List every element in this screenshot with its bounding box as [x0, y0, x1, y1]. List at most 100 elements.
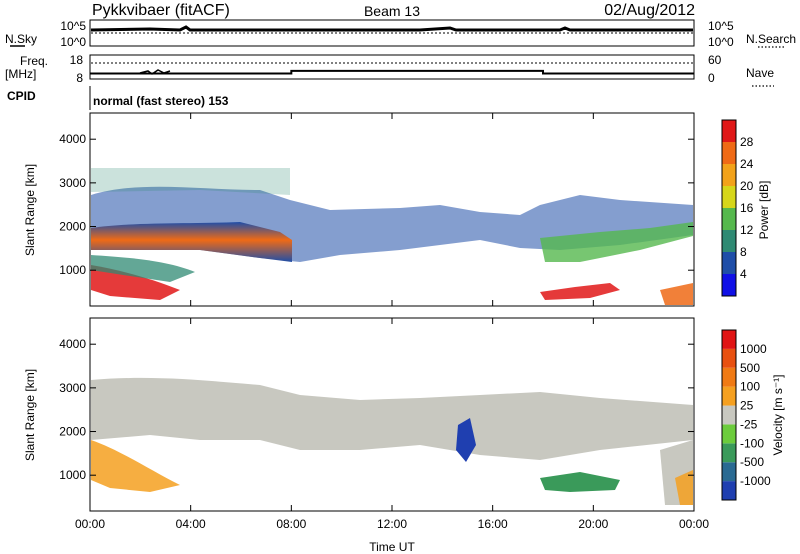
colorbar-tick-label: 20 [740, 179, 754, 193]
noise-right-tick-top: 10^5 [708, 19, 734, 33]
y-tick-label: 3000 [59, 176, 86, 190]
freq-right-tick-bottom: 0 [708, 71, 715, 85]
header-date: 02/Aug/2012 [604, 2, 695, 19]
colorbar-segment [722, 481, 736, 500]
colorbar-segment [722, 348, 736, 368]
velocity-echo-main [91, 377, 693, 460]
power-y-ticks: 1000 2000 3000 4000 [59, 132, 694, 277]
colorbar-segment [722, 462, 736, 482]
noise-sky-trace [90, 25, 693, 32]
power-echo-core [91, 222, 292, 262]
y-tick-label: 4000 [59, 132, 86, 146]
x-tick-label: 16:00 [478, 517, 508, 531]
velocity-echo-low [91, 440, 180, 492]
velocity-panel: 00:00 04:00 08:00 12:00 16:00 20:00 00:00 1000… [23, 317, 785, 531]
x-tick-label: 12:00 [377, 517, 407, 531]
y-tick-label: 1000 [59, 468, 86, 482]
colorbar-tick-label: 24 [740, 157, 754, 171]
colorbar-frame [721, 329, 737, 501]
velocity-echo-green [540, 472, 620, 492]
colorbar-segment [722, 330, 736, 349]
freq-left-label-2: [MHz] [5, 67, 36, 81]
x-tick-label: 00:00 [75, 517, 105, 531]
colorbar-segment [722, 443, 736, 463]
colorbar-tick-label: -100 [740, 436, 764, 450]
cpid-text: normal (fast stereo) 153 [93, 94, 229, 108]
power-echo-top [91, 168, 290, 195]
power-panel: 1000 2000 3000 4000 Slant Range [km] 4 8 12 16… [23, 112, 771, 307]
x-axis-title: Time UT [369, 540, 415, 554]
velocity-y-ticks: 1000 2000 3000 4000 [59, 337, 694, 482]
colorbar-frame [721, 119, 737, 297]
noise-left-tick-bottom: 10^0 [60, 35, 86, 49]
colorbar-segment [722, 252, 736, 274]
x-tick-label: 08:00 [276, 517, 306, 531]
power-plot-area [91, 168, 693, 305]
y-tick-label: 1000 [59, 263, 86, 277]
y-tick-label: 3000 [59, 381, 86, 395]
colorbar-segment [722, 424, 736, 444]
power-echo-core-right [540, 222, 693, 262]
colorbar-segment [722, 164, 736, 186]
colorbar-tick-label: 1000 [740, 342, 767, 356]
freq-panel-frame [89, 54, 695, 80]
colorbar-segment [722, 208, 736, 230]
colorbar-tick-label: -500 [740, 455, 764, 469]
freq-right-label: Nave [746, 66, 774, 80]
noise-panel: N.Sky 10^5 10^0 10^5 10^0 N.Search [5, 19, 796, 49]
colorbar-tick-label: 25 [740, 399, 754, 413]
header-beam: Beam 13 [364, 3, 420, 19]
velocity-colorbar: 1000 500 100 25 -25 -100 -500 -1000 [721, 329, 771, 501]
colorbar-segment [722, 142, 736, 164]
power-y-title: Slant Range [km] [23, 164, 37, 256]
freq-panel: Freq. [MHz] 18 8 60 0 Nave [5, 53, 774, 87]
colorbar-tick-label: 28 [740, 135, 754, 149]
velocity-colorbar-title: Velocity [m s⁻¹] [771, 374, 785, 455]
freq-left-tick-bottom: 8 [76, 71, 83, 85]
velocity-plot-area [91, 377, 693, 505]
colorbar-tick-label: 16 [740, 201, 754, 215]
x-tick-label: 20:00 [578, 517, 608, 531]
power-colorbar-title: Power [dB] [757, 181, 771, 240]
noise-right-tick-bottom: 10^0 [708, 35, 734, 49]
colorbar-tick-label: 8 [740, 245, 747, 259]
freq-right-tick-top: 60 [708, 53, 722, 67]
y-tick-label: 2000 [59, 220, 86, 234]
power-echo-low [91, 265, 180, 300]
colorbar-segment [722, 405, 736, 425]
colorbar-tick-label: 500 [740, 361, 760, 375]
power-colorbar: 4 8 12 16 20 24 28 [721, 119, 754, 297]
power-echo-low-blue [91, 255, 195, 282]
colorbar-tick-label: 100 [740, 380, 760, 394]
noise-left-label: N.Sky [5, 32, 37, 46]
velocity-echo-orange-right [675, 470, 693, 505]
freq-wiggle [139, 69, 171, 75]
freq-trace [90, 69, 694, 75]
velocity-echo-blue [456, 418, 476, 462]
colorbar-segment [722, 186, 736, 208]
colorbar-segment [722, 274, 736, 296]
colorbar-segment [722, 367, 736, 387]
colorbar-tick-label: -25 [740, 417, 758, 431]
noise-panel-frame [89, 19, 695, 47]
colorbar-tick-label: -1000 [740, 474, 771, 488]
y-tick-label: 2000 [59, 425, 86, 439]
power-echo-low-right2 [660, 283, 693, 305]
colorbar-segment [722, 120, 736, 142]
velocity-x-ticks: 00:00 04:00 08:00 12:00 16:00 20:00 00:00 [75, 318, 709, 531]
colorbar-tick-label: 12 [740, 223, 754, 237]
noise-right-label: N.Search [746, 32, 796, 46]
x-tick-label: 00:00 [679, 517, 709, 531]
noise-left-tick-top: 10^5 [60, 19, 86, 33]
colorbar-tick-label: 4 [740, 267, 747, 281]
freq-left-tick-top: 18 [70, 53, 84, 67]
header-title: Pykkvibaer (fitACF) [92, 2, 230, 19]
colorbar-segment [722, 230, 736, 252]
velocity-y-title: Slant Range [km] [23, 369, 37, 461]
freq-left-label-1: Freq. [20, 54, 48, 68]
power-x-ticks [89, 113, 695, 306]
y-tick-label: 4000 [59, 337, 86, 351]
x-tick-label: 04:00 [176, 517, 206, 531]
power-echo-low-right [540, 283, 620, 300]
